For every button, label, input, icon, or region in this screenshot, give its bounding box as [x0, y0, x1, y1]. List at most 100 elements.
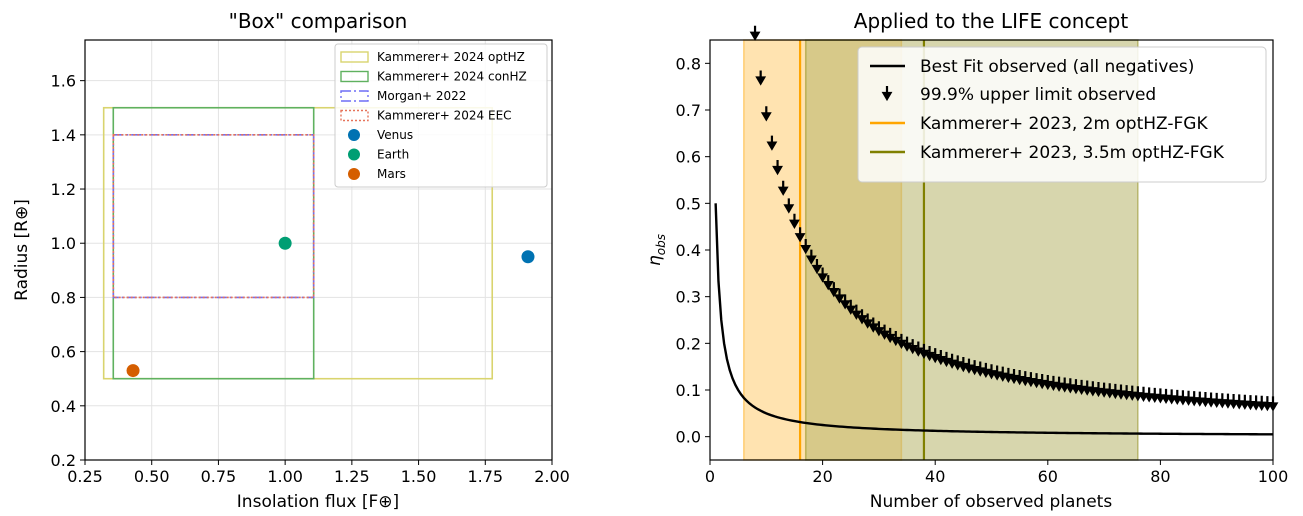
- life-concept-chart: Applied to the LIFE concept 0 20 40 60 80 100…: [645, 9, 1288, 512]
- chart2-upper-limit-point: [1222, 393, 1234, 409]
- chart2-upper-limit-point: [1233, 394, 1245, 410]
- chart2-x-tick-label: 40: [925, 467, 945, 486]
- chart2-y-tick-label: 0.0: [676, 428, 701, 447]
- chart1-x-tick-label: 1.75: [467, 467, 503, 486]
- chart2-upper-limit-point: [1261, 396, 1273, 412]
- chart2-x-ticks: 0 20 40 60 80 100: [705, 460, 1288, 486]
- chart2-upper-limit-point: [1166, 389, 1178, 405]
- chart2-y-tick-label: 0.2: [676, 334, 701, 353]
- chart1-legend-marker: [348, 148, 360, 161]
- chart2-x-tick-label: 80: [1150, 467, 1170, 486]
- chart2-legend-swatch: [881, 86, 893, 102]
- chart1-x-tick-label: 0.50: [134, 467, 170, 486]
- chart1-x-axis-label: Insolation flux [F⊕]: [237, 492, 399, 512]
- chart2-upper-limit-point: [1064, 378, 1076, 394]
- chart2-upper-limit-point: [1109, 383, 1121, 400]
- chart2-upper-limit-point: [1093, 381, 1104, 398]
- chart2-y-axis-label-sub: obs: [654, 234, 668, 255]
- chart2-upper-limit-point: [749, 25, 761, 41]
- chart2-upper-limit-point: [850, 304, 862, 320]
- chart2-upper-limit-point: [1104, 383, 1116, 399]
- chart2-upper-limit-point: [1019, 371, 1031, 387]
- chart2-upper-limit-point: [1132, 386, 1144, 402]
- chart2-upper-limit-point: [1149, 387, 1161, 404]
- chart2-upper-limit-point: [856, 309, 868, 325]
- chart2-upper-limit-point: [1160, 388, 1172, 405]
- chart1-x-tick-label: 2.00: [534, 467, 570, 486]
- chart2-legend-label: Kammerer+ 2023, 2m optHZ-FGK: [920, 114, 1208, 134]
- chart1-y-ticks: 0.2 0.4 0.6 0.8 1.0 1.2 1.4 1.6: [51, 72, 85, 470]
- chart2-y-tick-label: 0.3: [676, 288, 701, 307]
- chart2-x-tick-label: 20: [812, 467, 832, 486]
- chart2-x-tick-label: 0: [705, 467, 715, 486]
- chart2-legend-frame: [857, 46, 1267, 183]
- chart1-legend-marker: [348, 168, 360, 180]
- chart2-upper-limit-point: [1076, 379, 1087, 396]
- chart2-y-tick-label: 0.6: [676, 148, 701, 167]
- chart2-legend: Best Fit observed (all negatives) 99.9% u…: [857, 46, 1267, 183]
- chart1-point-earth: [278, 236, 292, 250]
- chart1-point-mars: [126, 364, 140, 378]
- chart2-upper-limit-point: [772, 160, 783, 176]
- chart2-upper-limit-point: [783, 198, 795, 214]
- chart1-y-tick-label: 0.8: [51, 288, 76, 307]
- chart2-upper-limit-point: [1115, 384, 1127, 400]
- chart2-upper-limit-point: [845, 299, 857, 315]
- chart2-upper-limit-point: [1042, 374, 1054, 391]
- chart1-x-tick-label: 0.25: [67, 467, 103, 486]
- chart1-x-tick-label: 1.00: [267, 467, 303, 486]
- chart1-legend-marker: [348, 129, 360, 141]
- chart2-upper-limit-point: [1183, 390, 1194, 406]
- chart2-upper-limit-point: [760, 106, 772, 122]
- chart2-title: Applied to the LIFE concept: [854, 9, 1129, 33]
- chart1-title: "Box" comparison: [229, 9, 408, 33]
- chart2-upper-limit-point: [1245, 395, 1256, 411]
- chart1-legend-swatch: [340, 109, 369, 122]
- chart2-upper-limit-point: [834, 288, 845, 304]
- chart1-legend-label: Kammerer+ 2024 EEC: [377, 109, 512, 123]
- chart2-upper-limit-point: [1008, 368, 1020, 385]
- chart1-y-tick-label: 1.2: [51, 180, 76, 199]
- chart2-upper-limit-point: [794, 227, 806, 243]
- chart2-x-axis-label: Number of observed planets: [870, 492, 1113, 512]
- chart1-y-tick-label: 1.6: [51, 72, 76, 91]
- chart2-upper-limit-point: [1228, 394, 1240, 410]
- chart2-upper-limit-point: [1053, 376, 1065, 392]
- chart2-y-tick-label: 0.4: [676, 241, 701, 260]
- chart2-y-axis-label-main: η: [645, 255, 665, 266]
- chart2-upper-limit-point: [1087, 381, 1099, 397]
- chart1-y-tick-label: 0.2: [51, 451, 76, 470]
- chart1-x-tick-label: 1.25: [334, 467, 370, 486]
- chart2-upper-limit-point: [1002, 367, 1014, 384]
- chart1-legend-label: Earth: [377, 148, 409, 162]
- chart1-y-tick-label: 1.0: [51, 234, 76, 253]
- chart2-upper-limit-point: [1081, 380, 1093, 396]
- chart2-y-axis-label: ηobs: [645, 234, 668, 266]
- chart2-upper-limit-point: [1211, 392, 1223, 409]
- chart1-legend-swatch: [340, 90, 369, 102]
- chart2-upper-limit-point: [1121, 385, 1133, 401]
- chart1-legend: Kammerer+ 2024 optHZ Kammerer+ 2024 conHZ…: [334, 43, 548, 188]
- chart1-x-tick-label: 1.50: [401, 467, 437, 486]
- chart1-legend-swatch: [340, 70, 369, 83]
- chart2-upper-limit-point: [1188, 391, 1200, 407]
- chart2-upper-limit-point: [828, 282, 840, 298]
- chart2-upper-limit-point: [777, 180, 789, 196]
- chart2-upper-limit-point: [800, 239, 812, 255]
- chart1-legend-label: Mars: [377, 167, 406, 181]
- chart2-upper-limit-point: [1014, 370, 1026, 386]
- chart2-upper-limit-point: [1048, 375, 1059, 392]
- chart1-legend-frame: [334, 43, 548, 188]
- chart1-box: [112, 134, 315, 299]
- chart2-x-tick-label: 100: [1258, 467, 1289, 486]
- chart2-upper-limit-point: [1250, 395, 1262, 411]
- chart2-upper-limit-point: [1126, 385, 1138, 401]
- chart2-upper-limit-point: [1031, 373, 1042, 389]
- chart2-legend-label: Kammerer+ 2023, 3.5m optHZ-FGK: [920, 143, 1225, 163]
- chart1-y-tick-label: 1.4: [51, 126, 76, 145]
- chart1-legend-label: Kammerer+ 2024 optHZ: [377, 50, 525, 64]
- chart2-upper-limit-point: [1070, 379, 1082, 395]
- chart2-upper-limit-point: [1171, 389, 1183, 406]
- chart1-boxes: [102, 106, 494, 380]
- chart2-upper-limit-point: [1154, 388, 1166, 404]
